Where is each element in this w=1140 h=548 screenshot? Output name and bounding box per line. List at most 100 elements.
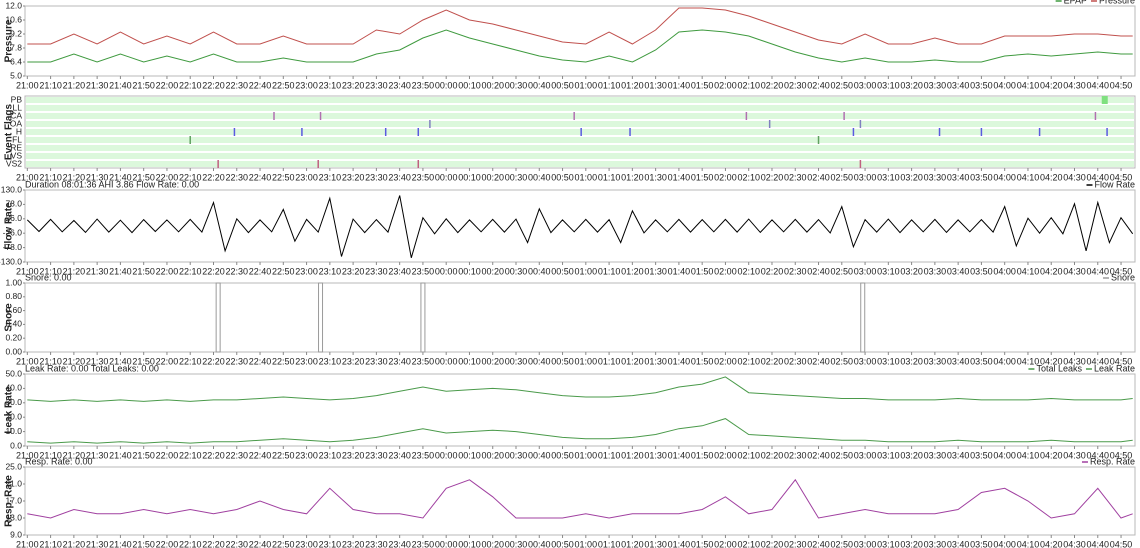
x-tick-label: 04:10 xyxy=(1017,356,1040,366)
y-tick-label: 0.60 xyxy=(5,305,22,315)
y-axis-label: Resp. Rate xyxy=(4,475,15,527)
plot-frame xyxy=(24,373,1136,447)
x-tick-label: 04:40 xyxy=(1087,172,1110,182)
x-tick-label: 21:20 xyxy=(63,266,86,276)
x-tick-label: 01:10 xyxy=(598,356,621,366)
x-tick-label: 03:30 xyxy=(924,266,947,276)
legend-label: Leak Rate xyxy=(1094,363,1135,373)
y-tick-label: 21.0 xyxy=(5,478,22,488)
x-tick-label: 03:50 xyxy=(970,356,993,366)
y-tick-label: 10.6 xyxy=(5,14,22,24)
x-tick-label: 21:40 xyxy=(109,450,132,460)
x-tick-label: 22:50 xyxy=(272,266,295,276)
x-tick-label: 21:10 xyxy=(39,539,62,548)
x-tick-label: 02:40 xyxy=(807,172,830,182)
x-tick-label: 21:40 xyxy=(109,539,132,548)
y-tick-label: 40.0 xyxy=(5,383,22,393)
x-tick-label: 03:50 xyxy=(970,539,993,548)
x-tick-label: 00:00 xyxy=(435,539,458,548)
x-tick-label: 21:50 xyxy=(132,356,155,366)
y-tick-label: 30.0 xyxy=(5,397,22,407)
x-tick-label: 23:20 xyxy=(342,80,365,90)
x-tick-label: 22:20 xyxy=(202,539,225,548)
x-tick-label: 21:50 xyxy=(132,266,155,276)
y-tick-label: -130.0 xyxy=(0,256,22,266)
flag-row xyxy=(26,105,1134,111)
x-tick-label: 03:20 xyxy=(900,266,923,276)
x-tick-label: 00:40 xyxy=(528,80,551,90)
snore-spike xyxy=(860,282,866,353)
legend-label: Snore xyxy=(1111,272,1135,282)
x-tick-label: 01:20 xyxy=(621,172,644,182)
x-tick-label: 03:40 xyxy=(947,356,970,366)
x-tick-label: 22:20 xyxy=(202,80,225,90)
x-tick-label: 23:30 xyxy=(365,356,388,366)
legend-label: Total Leaks xyxy=(1036,363,1082,373)
flag-label: PB xyxy=(11,94,23,104)
x-tick-label: 04:10 xyxy=(1017,539,1040,548)
x-tick-label: 03:20 xyxy=(900,172,923,182)
x-tick-label: 04:00 xyxy=(993,450,1016,460)
x-tick-label: 01:40 xyxy=(668,80,691,90)
x-tick-label: 21:00 xyxy=(16,266,39,276)
x-tick-label: 00:40 xyxy=(528,450,551,460)
x-tick-label: 01:30 xyxy=(644,80,667,90)
flag-label: VS2 xyxy=(6,158,22,168)
x-tick-label: 01:20 xyxy=(621,450,644,460)
x-tick-label: 23:50 xyxy=(412,266,435,276)
x-tick-label: 04:50 xyxy=(1110,80,1133,90)
x-tick-label: 02:10 xyxy=(737,172,760,182)
x-tick-label: 00:30 xyxy=(505,266,528,276)
x-tick-label: 00:40 xyxy=(528,539,551,548)
x-tick-label: 04:00 xyxy=(993,80,1016,90)
x-tick-label: 21:20 xyxy=(63,80,86,90)
x-tick-label: 21:40 xyxy=(109,266,132,276)
x-tick-label: 00:20 xyxy=(481,172,504,182)
x-tick-label: 04:00 xyxy=(993,539,1016,548)
x-tick-label: 00:20 xyxy=(481,450,504,460)
x-tick-label: 00:40 xyxy=(528,266,551,276)
x-tick-label: 23:00 xyxy=(295,266,318,276)
x-tick-label: 03:30 xyxy=(924,450,947,460)
x-tick-label: 23:20 xyxy=(342,539,365,548)
x-tick-label: 03:50 xyxy=(970,172,993,182)
x-tick-label: 22:50 xyxy=(272,539,295,548)
x-tick-label: 22:10 xyxy=(179,172,202,182)
x-tick-label: 03:10 xyxy=(877,450,900,460)
x-tick-label: 04:10 xyxy=(1017,80,1040,90)
x-tick-label: 23:30 xyxy=(365,266,388,276)
x-tick-label: 23:50 xyxy=(412,539,435,548)
y-axis-label: Flow Rate xyxy=(4,202,15,250)
x-tick-label: 04:10 xyxy=(1017,450,1040,460)
y-tick-label: -78.0 xyxy=(3,242,23,252)
x-tick-label: 21:10 xyxy=(39,172,62,182)
x-tick-label: 21:30 xyxy=(86,356,109,366)
x-tick-label: 00:30 xyxy=(505,80,528,90)
legend-label: Resp. Rate xyxy=(1090,456,1135,466)
x-tick-label: 01:00 xyxy=(575,356,598,366)
x-tick-label: 02:50 xyxy=(831,539,854,548)
y-tick-label: 78.0 xyxy=(5,199,22,209)
x-tick-label: 01:20 xyxy=(621,539,644,548)
x-tick-label: 21:00 xyxy=(16,356,39,366)
legend-label: EPAP xyxy=(1064,0,1087,5)
x-tick-label: 01:00 xyxy=(575,266,598,276)
x-tick-label: 00:40 xyxy=(528,356,551,366)
panel-title: Snore: 0.00 xyxy=(25,272,72,282)
x-tick-label: 02:00 xyxy=(714,172,737,182)
x-tick-label: 22:30 xyxy=(225,80,248,90)
x-tick-label: 22:10 xyxy=(179,539,202,548)
x-tick-label: 01:10 xyxy=(598,539,621,548)
x-tick-label: 04:40 xyxy=(1087,539,1110,548)
x-tick-label: 23:20 xyxy=(342,356,365,366)
y-tick-label: 5.0 xyxy=(10,70,22,80)
x-tick-label: 22:10 xyxy=(179,450,202,460)
x-tick-label: 03:40 xyxy=(947,266,970,276)
x-tick-label: 01:10 xyxy=(598,172,621,182)
y-tick-label: 26.0 xyxy=(5,213,22,223)
x-tick-label: 00:20 xyxy=(481,356,504,366)
snore-spike xyxy=(215,282,221,353)
x-tick-label: 02:30 xyxy=(784,539,807,548)
x-tick-label: 03:00 xyxy=(854,266,877,276)
